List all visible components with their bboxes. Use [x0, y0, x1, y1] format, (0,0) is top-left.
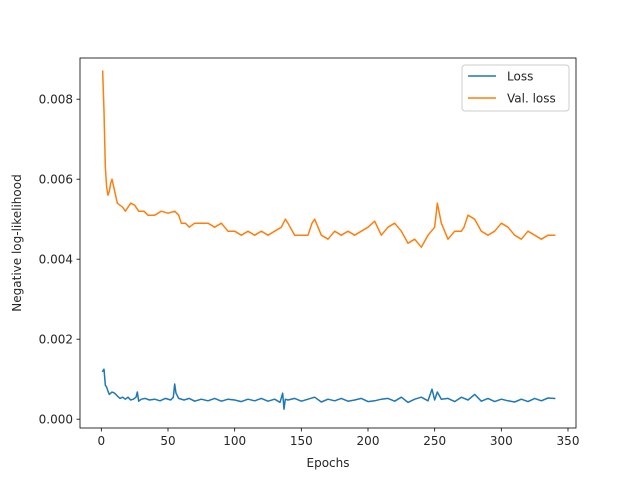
y-axis-label: Negative log-likelihood — [10, 174, 24, 311]
x-tick-label: 50 — [160, 434, 175, 448]
series-layer — [101, 70, 556, 410]
axes-frame — [79, 57, 577, 429]
x-tick-label: 150 — [290, 434, 313, 448]
y-tick-label: 0.008 — [39, 93, 73, 107]
x-tick-label: 0 — [98, 434, 106, 448]
x-tick-label: 100 — [223, 434, 246, 448]
x-tick-label: 350 — [557, 434, 580, 448]
y-tick-label: 0.002 — [39, 333, 73, 347]
series-line-0 — [101, 368, 556, 410]
y-tick-label: 0.000 — [39, 413, 73, 427]
plot-area — [80, 58, 576, 428]
legend-label: Val. loss — [507, 92, 556, 106]
x-tick-label: 250 — [423, 434, 446, 448]
plot-background — [80, 58, 576, 428]
x-tick-label: 200 — [357, 434, 380, 448]
x-axis-label: Epochs — [307, 456, 350, 470]
y-tick-label: 0.006 — [39, 173, 73, 187]
legend-label: Loss — [507, 70, 533, 84]
y-tick-label: 0.004 — [39, 253, 73, 267]
series-line-1 — [101, 70, 556, 248]
legend: Loss Val. loss — [461, 64, 570, 112]
x-tick-label: 300 — [490, 434, 513, 448]
axes-layer: 0 50 100 150 200 250 300 350 0.000 0.002 0.004 0.00… — [39, 57, 580, 448]
